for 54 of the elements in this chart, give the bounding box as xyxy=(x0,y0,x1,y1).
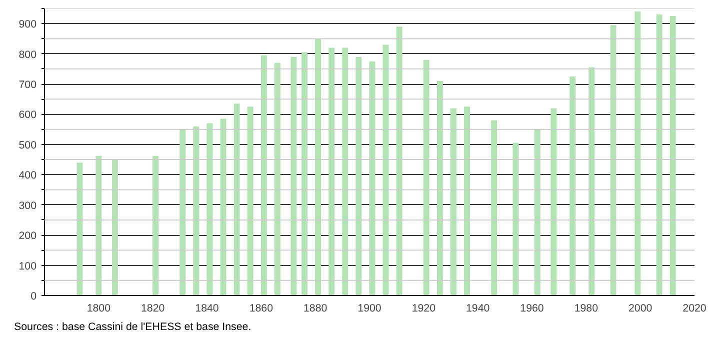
bar xyxy=(247,106,254,296)
y-tick-label: 400 xyxy=(18,170,37,182)
bar xyxy=(290,56,297,296)
bar xyxy=(570,76,576,296)
y-tick-label: 300 xyxy=(18,200,37,212)
bar xyxy=(193,126,200,296)
bar xyxy=(328,48,335,296)
bar xyxy=(315,38,322,296)
x-tick-label: 1980 xyxy=(574,302,598,314)
x-tick-label: 1920 xyxy=(412,302,436,314)
bar xyxy=(450,108,456,296)
bar xyxy=(112,160,118,296)
bar xyxy=(96,156,102,296)
bar xyxy=(76,162,83,296)
x-tick-label: 1860 xyxy=(249,302,274,314)
y-tick-label: 500 xyxy=(18,139,37,152)
bar xyxy=(670,16,676,296)
bar xyxy=(464,106,470,296)
bar xyxy=(302,52,308,296)
bar xyxy=(436,81,443,296)
bar xyxy=(634,12,641,296)
bar xyxy=(206,123,213,296)
bar xyxy=(588,67,595,296)
x-tick-label: 1820 xyxy=(140,302,165,314)
y-tick-label: 700 xyxy=(18,79,37,92)
bar xyxy=(342,48,348,296)
x-tick-label: 1940 xyxy=(466,302,490,314)
x-tick-label: 1800 xyxy=(86,302,111,314)
y-tick-label: 900 xyxy=(18,18,37,31)
bar xyxy=(423,60,430,296)
x-tick-label: 1840 xyxy=(195,302,219,314)
bar xyxy=(234,104,240,296)
x-tick-label: 1900 xyxy=(358,302,382,314)
y-tick-label: 200 xyxy=(18,230,37,242)
source-note: Sources : base Cassini de l'EHESS et base Insee. xyxy=(14,320,252,335)
x-tick-label: 2020 xyxy=(682,302,706,314)
bar xyxy=(180,129,186,296)
y-tick-label: 100 xyxy=(18,260,37,272)
y-tick-label: 600 xyxy=(18,109,37,122)
bar xyxy=(356,56,362,296)
bar xyxy=(491,120,498,296)
bar xyxy=(260,55,267,296)
bar xyxy=(396,26,402,296)
bar xyxy=(550,108,557,296)
bar xyxy=(656,14,662,296)
bar xyxy=(369,61,376,296)
x-tick-label: 1960 xyxy=(520,302,544,314)
bar xyxy=(152,156,159,296)
x-tick-label: 2000 xyxy=(628,302,652,314)
bar xyxy=(534,129,540,296)
bar xyxy=(274,62,280,296)
x-tick-label: 1880 xyxy=(303,302,328,314)
y-tick-label: 800 xyxy=(18,48,37,61)
y-tick-label: 0 xyxy=(30,290,37,302)
